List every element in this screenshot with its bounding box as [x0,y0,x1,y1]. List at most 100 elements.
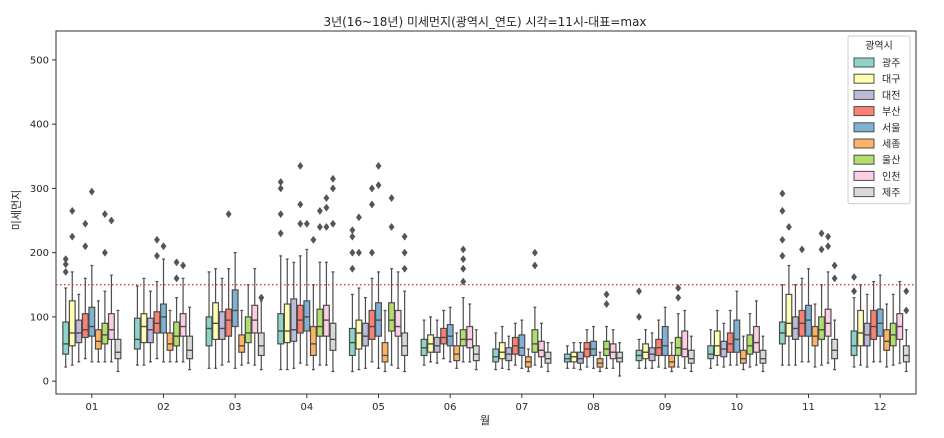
box-대전-07 [505,335,513,371]
box-울산-07 [531,248,539,366]
outlier-point [401,264,408,273]
box-세종-03 [238,309,246,366]
x-tick-label: 02 [157,402,170,413]
box-울산-03 [244,284,252,364]
box-iqr [81,313,89,339]
outlier-point [277,229,284,238]
outlier-point [531,248,538,257]
box-iqr [388,302,396,332]
box-iqr [902,345,910,363]
box-iqr [609,343,617,360]
outlier-point [323,194,330,203]
x-tick-label: 10 [730,402,743,413]
box-iqr [642,343,650,360]
box-인천-03 [251,268,259,366]
box-대구-01 [68,206,76,366]
outlier-point [277,177,284,186]
box-iqr [205,316,213,347]
legend-label: 광주 [882,58,900,70]
box-iqr [440,327,448,345]
box-대구-07 [498,325,506,369]
box-울산-08 [603,290,611,369]
box-광주-06 [420,319,428,366]
outlier-point [818,245,825,254]
outlier-point [355,213,362,222]
box-인천-01 [107,216,115,363]
box-iqr [94,329,102,350]
box-iqr [361,322,369,347]
outlier-point [818,229,825,238]
legend-label: 대구 [882,74,900,86]
box-울산-11 [818,229,826,366]
outlier-point [831,274,838,283]
box-제주-06 [472,329,480,371]
box-대전-04 [290,261,298,369]
box-iqr [746,334,754,355]
box-iqr [303,300,311,332]
x-tick-label: 03 [229,402,242,413]
box-서울-10 [733,290,741,366]
outlier-point [108,216,115,225]
box-제주-08 [616,342,624,377]
outlier-point [69,206,76,215]
box-iqr [883,329,891,351]
box-iqr [713,330,721,357]
legend-swatch [853,57,875,68]
outlier-point [675,293,682,302]
y-tick-label: 400 [30,120,49,131]
box-iqr [707,345,715,360]
box-광주-12 [850,273,858,368]
outlier-point [368,200,375,209]
box-iqr [681,330,689,358]
box-광주-05 [348,226,356,373]
legend-swatch [853,89,875,100]
outlier-point [779,235,786,244]
x-axis-title: 월 [480,414,490,427]
outlier-point [173,258,180,267]
box-대전-11 [791,284,799,366]
box-iqr [850,330,858,357]
outlier-point [851,273,858,282]
box-iqr [231,289,239,328]
box-대구-12 [857,284,865,366]
box-부산-01 [81,219,89,360]
legend-swatch [853,170,875,181]
outlier-point [903,287,910,296]
outlier-point [69,232,76,241]
outlier-point [460,255,467,264]
box-iqr [218,311,226,340]
box-인천-09 [681,309,689,369]
box-대전-05 [361,297,369,369]
box-울산-12 [889,293,897,366]
box-부산-07 [511,322,519,366]
outlier-point [785,222,792,231]
box-세종-07 [524,348,532,373]
box-부산-09 [655,319,663,368]
box-대구-06 [427,316,435,363]
outlier-point [825,242,832,251]
box-iqr [518,334,526,357]
box-iqr [381,342,389,363]
box-iqr [283,303,291,344]
box-iqr [492,348,500,363]
outlier-point [460,277,467,286]
x-tick-label: 08 [587,402,600,413]
box-대구-05 [355,213,363,371]
box-iqr [459,329,467,347]
outlier-point [779,189,786,198]
outlier-point [101,210,108,219]
box-서울-11 [805,268,812,363]
box-iqr [401,332,409,357]
legend-swatch [853,73,875,84]
box-대전-02 [146,290,154,363]
outlier-point [101,248,108,257]
outlier-point [460,245,467,254]
chart-title: 3년(16~18년) 미세먼지(광역시_연도) 시각=11시-대표=max [323,15,646,29]
box-울산-01 [101,210,109,363]
box-iqr [466,325,474,349]
box-iqr [759,349,767,364]
box-울산-02 [173,258,181,363]
x-tick-label: 06 [444,402,457,413]
box-세종-10 [739,335,747,371]
